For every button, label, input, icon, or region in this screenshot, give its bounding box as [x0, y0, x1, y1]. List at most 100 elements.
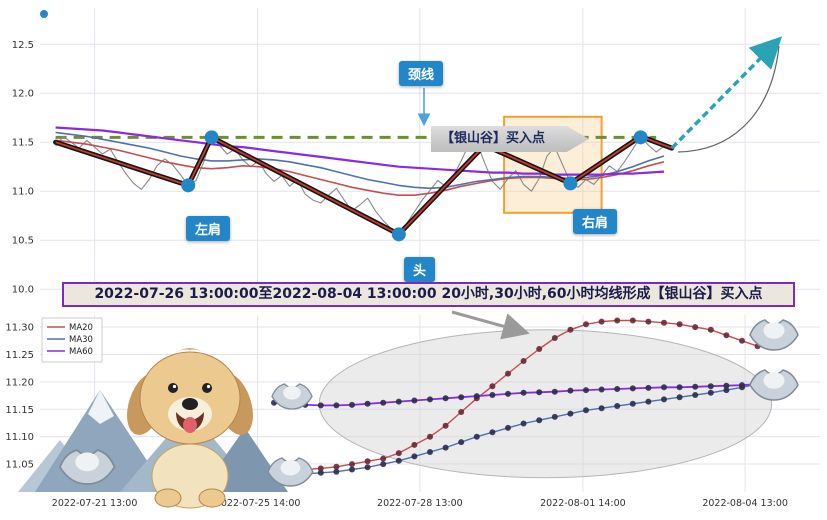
banner-pointer-arrow	[451, 310, 530, 340]
neckline-label: 颈线	[399, 61, 444, 86]
ma60-marker	[520, 389, 527, 396]
top-chart-annotations	[40, 10, 780, 153]
ma20-marker	[427, 433, 433, 440]
y-tick-label: 11.10	[5, 432, 34, 443]
x-tick-label: 2022-08-04 13:00	[702, 498, 788, 509]
pivot-point	[391, 227, 406, 242]
left-shoulder-label: 左肩	[186, 216, 231, 241]
ma20-marker	[629, 317, 636, 324]
ma30-marker	[567, 410, 574, 417]
y-tick-label: 11.30	[5, 323, 34, 334]
ma60-marker	[458, 394, 465, 401]
ma60-marker	[739, 382, 745, 389]
ma60-marker	[395, 398, 402, 405]
ma30-marker	[473, 433, 480, 440]
ma60-marker	[411, 397, 418, 404]
right-shoulder-label: 右肩	[573, 209, 618, 234]
ma30-marker	[707, 389, 714, 396]
ma20-marker	[692, 324, 699, 331]
ma60-marker	[629, 385, 636, 392]
ma30-marker	[629, 400, 636, 407]
ma30-marker	[395, 457, 402, 464]
ma30-marker	[442, 444, 449, 451]
ma30-marker	[411, 453, 418, 460]
y-tick-label: 11.20	[5, 377, 34, 388]
ma30-marker	[645, 398, 652, 405]
ma20-marker	[676, 321, 683, 328]
ma30-marker	[614, 403, 621, 409]
ma60-marker	[676, 384, 683, 391]
summary-banner: 2022-07-26 13:00:00至2022-08-04 13:00:00 …	[62, 282, 795, 307]
dog-illustration	[127, 348, 253, 509]
ma20-marker	[411, 441, 418, 448]
ma20-marker	[317, 465, 324, 472]
ma20-marker	[614, 317, 621, 324]
y-tick-label: 11.25	[5, 350, 34, 361]
ma20-marker	[520, 358, 527, 364]
legend-label: MA20	[69, 323, 93, 333]
ma30-marker	[661, 396, 667, 403]
ma20-marker	[489, 383, 496, 390]
ma30-marker	[458, 439, 465, 446]
ma20-marker	[380, 455, 387, 462]
ma30-marker	[536, 417, 543, 424]
ma60-marker	[645, 384, 652, 391]
ma60-marker	[583, 387, 589, 394]
ma60-marker	[614, 386, 621, 392]
legend-label: MA60	[69, 347, 93, 357]
breakout-arrow	[670, 36, 783, 150]
ma20-marker	[505, 370, 511, 377]
pivot-point	[204, 130, 219, 145]
x-tick-label: 2022-08-01 14:00	[540, 498, 626, 509]
ma60-marker	[380, 399, 387, 406]
head-label: 头	[404, 257, 436, 282]
ma20-marker	[598, 318, 605, 325]
ma20-marker	[707, 326, 714, 333]
y-tick-label: 11.5	[12, 138, 34, 149]
y-tick-label: 12.0	[12, 89, 34, 100]
ma60-marker	[707, 383, 714, 390]
ma20-marker	[583, 321, 589, 328]
x-tick-label: 2022-07-21 13:00	[52, 498, 138, 509]
y-tick-label: 10.0	[12, 285, 34, 296]
pivot-point	[563, 176, 578, 191]
x-tick-label: 2022-07-28 13:00	[377, 498, 463, 509]
ma60-marker	[551, 388, 558, 395]
ma60-marker	[661, 384, 667, 391]
ma20-marker	[551, 335, 558, 341]
ma30-marker	[317, 469, 324, 476]
ma30-marker	[583, 407, 589, 414]
ma20-marker	[661, 319, 667, 326]
pattern-zigzag	[55, 135, 673, 236]
pivot-point	[633, 130, 648, 145]
ma60-marker	[333, 402, 340, 409]
ma60-marker	[505, 390, 511, 397]
ma20-marker	[458, 409, 465, 415]
ma30-marker	[489, 429, 496, 436]
ma60-marker	[536, 389, 543, 396]
ma30-marker	[427, 449, 433, 455]
legend-label: MA30	[69, 335, 93, 345]
ma60-line	[55, 126, 665, 176]
ma30-marker	[349, 466, 355, 473]
ma60-marker	[473, 393, 480, 400]
ma60-marker	[567, 387, 574, 394]
projection-connector-curve	[677, 45, 780, 153]
ma30-marker	[723, 387, 730, 394]
y-tick-label: 10.5	[12, 236, 34, 247]
ma30-marker	[333, 468, 340, 475]
ma20-marker	[645, 318, 652, 325]
ma30-marker	[676, 394, 683, 401]
ma30-marker	[505, 424, 511, 431]
ma20-marker	[395, 450, 402, 457]
ma30-marker	[380, 461, 387, 468]
ma60-marker	[692, 383, 699, 390]
ma60-marker	[489, 392, 496, 398]
legend-box	[41, 317, 103, 363]
ma30-marker	[551, 413, 558, 420]
ma60-marker	[598, 386, 605, 393]
y-tick-label: 11.05	[5, 460, 34, 471]
ma20-marker	[567, 326, 574, 333]
ma60-marker	[723, 382, 730, 389]
